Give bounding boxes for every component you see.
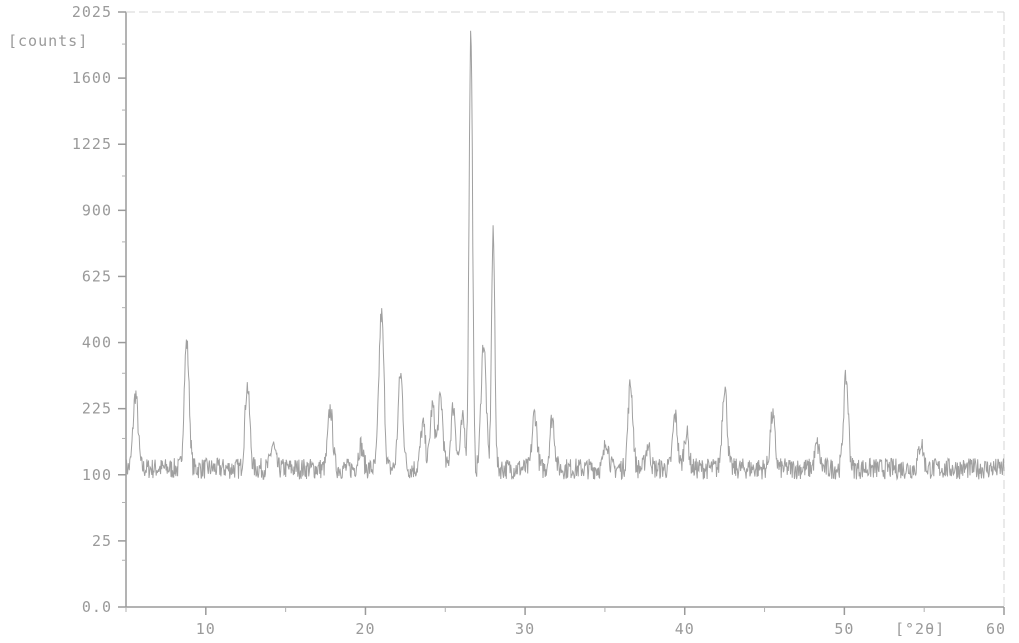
y-axis-ticks: 0.0 25 100 225 400 625 900 1225 1600 2025 (72, 3, 126, 616)
y-tick-label: 625 (82, 267, 112, 285)
x-tick-label: 60 (986, 620, 1006, 638)
y-axis-unit-label: [counts] (8, 32, 88, 50)
diffraction-trace (125, 30, 1005, 481)
x-tick-label: 40 (675, 620, 695, 638)
x-tick-label: 10 (196, 620, 216, 638)
plot-frame (125, 11, 1005, 608)
y-tick-label: 225 (82, 400, 112, 418)
x-axis-unit-label: [°2θ] (895, 620, 945, 638)
y-tick-label: 400 (82, 334, 112, 352)
y-tick-label: 900 (82, 201, 112, 219)
x-axis-ticks: 10 20 30 40 50 60 (125, 607, 1006, 638)
y-tick-label: 2025 (72, 3, 112, 21)
y-tick-label: 100 (82, 466, 112, 484)
x-tick-label: 20 (355, 620, 375, 638)
x-tick-label: 30 (515, 620, 535, 638)
y-tick-label: 0.0 (82, 598, 112, 616)
y-tick-label: 1600 (72, 69, 112, 87)
y-tick-label: 25 (92, 532, 112, 550)
y-tick-label: 1225 (72, 135, 112, 153)
x-tick-label: 50 (834, 620, 854, 638)
